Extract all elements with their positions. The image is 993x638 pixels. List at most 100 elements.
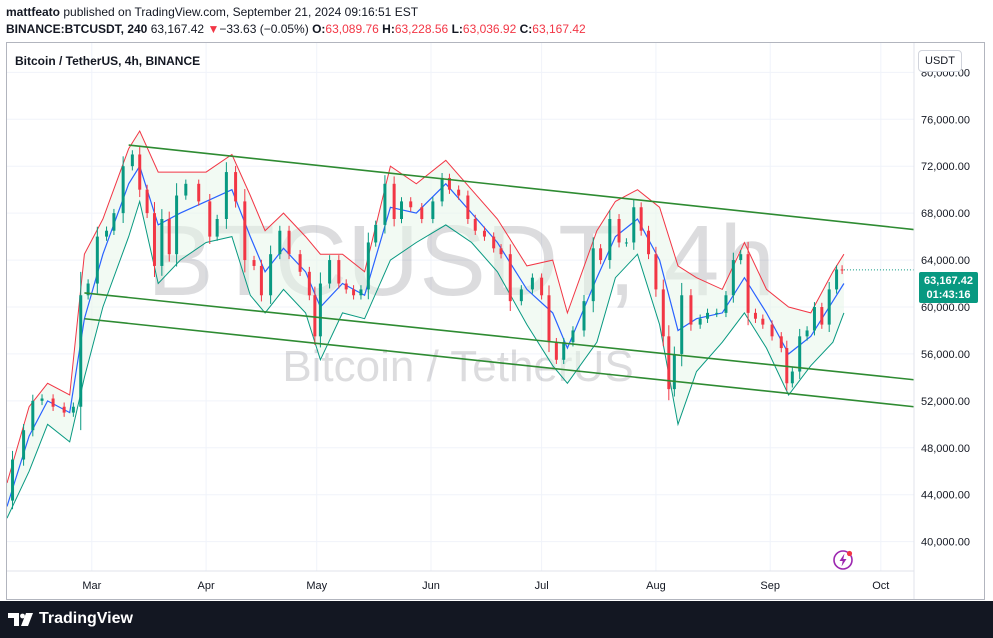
high-label: H: <box>382 22 395 36</box>
price-tick-label: 72,000.00 <box>921 161 970 173</box>
candle-body <box>392 183 396 219</box>
candle-body <box>761 318 765 325</box>
candle-body <box>466 195 470 219</box>
candle-body <box>599 248 603 261</box>
candle-body <box>492 236 496 249</box>
candle-body <box>344 283 348 290</box>
change-arrow-icon: ▼ <box>207 22 220 36</box>
trendline[interactable] <box>84 292 915 381</box>
candle-body <box>224 172 228 219</box>
candle-body <box>540 277 544 296</box>
candle-body <box>307 271 311 296</box>
candle-body <box>215 219 219 237</box>
ohlc-legend: BINANCE:BTCUSDT, 240 63,167.42 ▼−33.63 (… <box>6 22 586 36</box>
candle-body <box>624 242 628 244</box>
candle-body <box>667 336 671 390</box>
candle-body <box>805 330 809 337</box>
candle-body <box>840 269 844 271</box>
price-chart[interactable]: BTCUSDT, 4h Bitcoin / TetherUS 40,000.00… <box>7 43 985 599</box>
candle-body <box>431 201 435 219</box>
price-tick-label: 56,000.00 <box>921 349 970 361</box>
candle-body <box>243 201 247 261</box>
candle-body <box>298 254 302 272</box>
candle-body <box>337 260 341 284</box>
candle-body <box>706 312 710 319</box>
time-tick-label: Jun <box>422 580 440 592</box>
candle-body <box>672 353 676 390</box>
candle-body <box>71 406 75 413</box>
candle-body <box>554 342 558 360</box>
candle-body <box>269 254 273 296</box>
trendline[interactable] <box>84 317 915 408</box>
trendline[interactable] <box>128 144 915 231</box>
time-tick-label: Apr <box>198 580 215 592</box>
candle-body <box>400 201 404 219</box>
candle-body <box>130 154 134 167</box>
price-tick-label: 68,000.00 <box>921 208 970 220</box>
candle-body <box>779 336 783 349</box>
candle-body <box>447 177 451 190</box>
candle-body <box>160 219 164 266</box>
candle-body <box>62 406 66 413</box>
candle-body <box>383 183 387 225</box>
candle-body <box>167 219 171 255</box>
candle-body <box>86 283 90 296</box>
candle-body <box>798 336 802 372</box>
candle-body <box>152 213 156 266</box>
time-tick-label: May <box>306 580 327 592</box>
price-change: −33.63 (−0.05%) <box>219 22 309 36</box>
tradingview-logo[interactable]: TradingView <box>8 610 133 628</box>
candle-body <box>313 295 317 337</box>
candle-body <box>278 230 282 255</box>
candle-body <box>812 307 816 331</box>
publish-text: published on TradingView.com, September … <box>60 5 419 19</box>
candle-body <box>352 289 356 296</box>
time-tick-label: Mar <box>82 580 101 592</box>
tradingview-logo-icon <box>8 613 33 626</box>
last-price-badge: 63,167.42 01:43:16 <box>919 272 978 303</box>
badge-price: 63,167.42 <box>924 275 973 287</box>
candle-body <box>571 330 575 343</box>
mid-band-line <box>7 164 845 507</box>
lower-band-line <box>7 199 845 519</box>
series-title: Bitcoin / TetherUS, 4h, BINANCE <box>15 54 201 68</box>
badge-countdown: 01:43:16 <box>926 289 971 301</box>
candle-body <box>835 269 839 290</box>
candle-body <box>121 166 125 214</box>
publish-info: mattfeato published on TradingView.com, … <box>6 5 418 19</box>
high-value: 63,228.56 <box>394 22 449 36</box>
price-tick-label: 76,000.00 <box>921 114 970 126</box>
candle-body <box>746 254 750 313</box>
author-name[interactable]: mattfeato <box>6 5 61 19</box>
candle-body <box>482 230 486 237</box>
price-tick-label: 60,000.00 <box>921 302 970 314</box>
price-tick-label: 40,000.00 <box>921 537 970 549</box>
candle-body <box>318 283 322 337</box>
candle-body <box>31 400 35 431</box>
time-axis: Mar Apr May Jun Jul Aug Sep Oct <box>82 580 889 592</box>
candle-body <box>234 172 238 202</box>
candle-body <box>715 312 719 314</box>
candle-body <box>79 295 83 407</box>
candle-body <box>252 260 256 266</box>
candle-body <box>374 224 378 243</box>
price-tick-label: 64,000.00 <box>921 255 970 267</box>
candle-body <box>689 295 693 325</box>
candle-body <box>753 312 757 319</box>
price-tick-label: 44,000.00 <box>921 490 970 502</box>
price-tick-label: 52,000.00 <box>921 396 970 408</box>
time-tick-label: Jul <box>535 580 549 592</box>
candle-body <box>582 301 586 331</box>
candle-body <box>40 398 44 401</box>
time-tick-label: Aug <box>646 580 666 592</box>
candle-body <box>359 289 363 296</box>
lightning-icon[interactable] <box>832 549 854 571</box>
candle-body <box>639 207 643 231</box>
candle-body <box>105 230 109 237</box>
candle-body <box>184 183 188 196</box>
open-value: 63,089.76 <box>325 22 379 36</box>
candle-body <box>287 230 291 255</box>
currency-button[interactable]: USDT <box>918 50 962 72</box>
candle-body <box>654 254 658 290</box>
trendlines-layer <box>84 144 915 408</box>
